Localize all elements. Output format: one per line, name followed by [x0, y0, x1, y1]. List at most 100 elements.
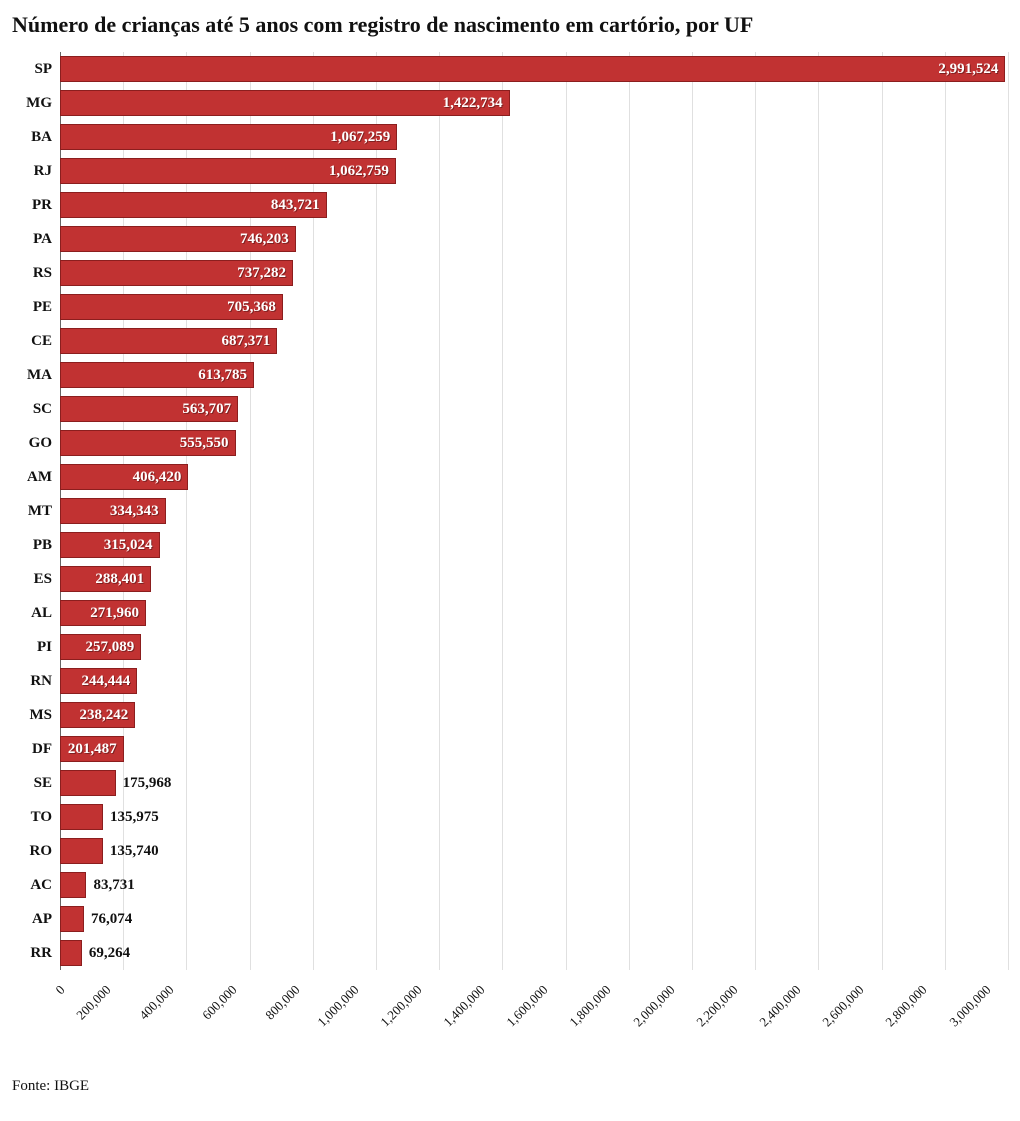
x-tick: 200,000: [123, 974, 124, 980]
bar-value-label: 2,991,524: [938, 61, 998, 78]
y-axis-label: RO: [12, 843, 52, 860]
bar: 315,024: [60, 532, 160, 558]
bar-value-label: 175,968: [123, 775, 172, 792]
x-tick-label: 1,400,000: [440, 982, 488, 1030]
bar-row: BA1,067,259: [60, 120, 1008, 154]
plot-area: SP2,991,524MG1,422,734BA1,067,259RJ1,062…: [60, 52, 1008, 970]
bar-row: MT334,343: [60, 494, 1008, 528]
bar-value-label: 563,707: [182, 401, 231, 418]
bar: 76,074: [60, 906, 84, 932]
bar-row: MA613,785: [60, 358, 1008, 392]
x-tick: 1,800,000: [629, 974, 630, 980]
bar-row: RJ1,062,759: [60, 154, 1008, 188]
y-axis-label: BA: [12, 129, 52, 146]
bar-row: AL271,960: [60, 596, 1008, 630]
bar-value-label: 69,264: [89, 945, 130, 962]
bar: 69,264: [60, 940, 82, 966]
y-axis-label: PA: [12, 231, 52, 248]
y-axis-label: CE: [12, 333, 52, 350]
bar-row: PE705,368: [60, 290, 1008, 324]
bar-row: RN244,444: [60, 664, 1008, 698]
bar: 563,707: [60, 396, 238, 422]
bar: 687,371: [60, 328, 277, 354]
bar: 613,785: [60, 362, 254, 388]
bar: 201,487: [60, 736, 124, 762]
bar-value-label: 555,550: [180, 435, 229, 452]
bar-row: SC563,707: [60, 392, 1008, 426]
bar-value-label: 83,731: [93, 877, 134, 894]
bar: 288,401: [60, 566, 151, 592]
x-tick-label: 800,000: [262, 982, 303, 1023]
y-axis-label: SC: [12, 401, 52, 418]
bar-value-label: 1,067,259: [330, 129, 390, 146]
bar-row: SP2,991,524: [60, 52, 1008, 86]
bar: 1,067,259: [60, 124, 397, 150]
bar-row: PI257,089: [60, 630, 1008, 664]
chart-container: SP2,991,524MG1,422,734BA1,067,259RJ1,062…: [12, 52, 1008, 1054]
x-tick-label: 2,800,000: [883, 982, 931, 1030]
bar: 555,550: [60, 430, 236, 456]
y-axis-label: RJ: [12, 163, 52, 180]
bar-value-label: 257,089: [85, 639, 134, 656]
bar: 1,062,759: [60, 158, 396, 184]
x-tick: 2,000,000: [692, 974, 693, 980]
x-axis: 0 200,000 400,000 600,000 800,000 1,000,000 1,…: [60, 974, 1008, 1054]
x-tick: 1,000,000: [376, 974, 377, 980]
bar-value-label: 705,368: [227, 299, 276, 316]
x-tick-label: 400,000: [136, 982, 177, 1023]
x-tick: 1,600,000: [566, 974, 567, 980]
bar-value-label: 238,242: [80, 707, 129, 724]
x-tick-label: 3,000,000: [946, 982, 994, 1030]
x-tick-label: 2,000,000: [630, 982, 678, 1030]
bar-row: DF201,487: [60, 732, 1008, 766]
bar-row: PB315,024: [60, 528, 1008, 562]
bar-row: TO135,975: [60, 800, 1008, 834]
x-tick: 1,200,000: [439, 974, 440, 980]
y-axis-label: DF: [12, 741, 52, 758]
bar: 1,422,734: [60, 90, 510, 116]
x-tick: 800,000: [313, 974, 314, 980]
bar-value-label: 271,960: [90, 605, 139, 622]
bar-row: AC83,731: [60, 868, 1008, 902]
bar-rows: SP2,991,524MG1,422,734BA1,067,259RJ1,062…: [60, 52, 1008, 970]
bar-value-label: 843,721: [271, 197, 320, 214]
bar: 406,420: [60, 464, 188, 490]
y-axis-label: AC: [12, 877, 52, 894]
bar-value-label: 1,062,759: [329, 163, 389, 180]
bar-value-label: 244,444: [81, 673, 130, 690]
gridline: [1008, 52, 1009, 970]
x-tick-label: 200,000: [73, 982, 114, 1023]
bar: 271,960: [60, 600, 146, 626]
y-axis-label: PB: [12, 537, 52, 554]
bar-row: MG1,422,734: [60, 86, 1008, 120]
y-axis-label: MG: [12, 95, 52, 112]
bar-row: RR69,264: [60, 936, 1008, 970]
bar-value-label: 135,740: [110, 843, 159, 860]
y-axis-label: ES: [12, 571, 52, 588]
y-axis-label: SE: [12, 775, 52, 792]
bar-value-label: 746,203: [240, 231, 289, 248]
y-axis-label: SP: [12, 61, 52, 78]
y-axis-label: GO: [12, 435, 52, 452]
x-tick: 2,400,000: [818, 974, 819, 980]
bar-value-label: 687,371: [221, 333, 270, 350]
bar-row: MS238,242: [60, 698, 1008, 732]
bar-value-label: 406,420: [133, 469, 182, 486]
y-axis-label: RS: [12, 265, 52, 282]
bar-row: PR843,721: [60, 188, 1008, 222]
x-tick-label: 600,000: [199, 982, 240, 1023]
y-axis-label: MS: [12, 707, 52, 724]
y-axis-label: RR: [12, 945, 52, 962]
x-tick-label: 1,000,000: [314, 982, 362, 1030]
bar-value-label: 201,487: [68, 741, 117, 758]
x-tick: 0: [60, 974, 61, 980]
x-tick-label: 1,600,000: [503, 982, 551, 1030]
bar-value-label: 613,785: [198, 367, 247, 384]
x-tick: 2,600,000: [882, 974, 883, 980]
y-axis-label: TO: [12, 809, 52, 826]
bar-value-label: 334,343: [110, 503, 159, 520]
x-tick-label: 1,200,000: [377, 982, 425, 1030]
x-tick: 600,000: [250, 974, 251, 980]
y-axis-label: RN: [12, 673, 52, 690]
chart-title: Número de crianças até 5 anos com regist…: [12, 12, 1008, 38]
